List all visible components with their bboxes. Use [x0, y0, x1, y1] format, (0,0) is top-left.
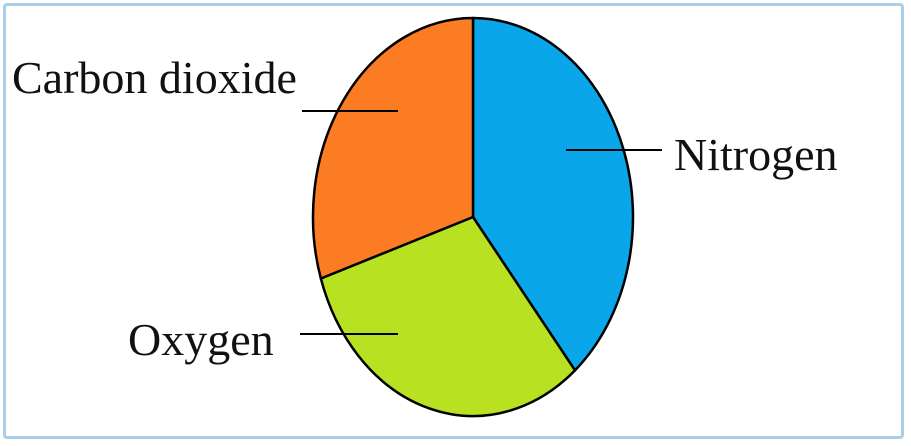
pie-slice-oxygen — [319, 215, 577, 418]
pie-slice-carbon-dioxide — [311, 16, 475, 280]
slice-label-carbon-dioxide: Carbon dioxide — [12, 52, 297, 103]
slice-label-nitrogen: Nitrogen — [674, 129, 838, 180]
slice-label-oxygen: Oxygen — [128, 314, 274, 365]
